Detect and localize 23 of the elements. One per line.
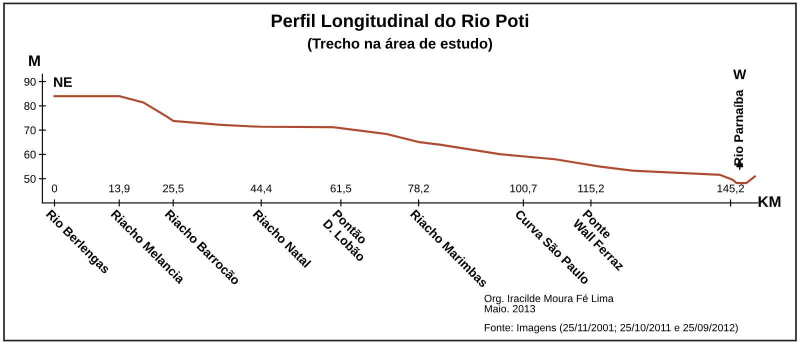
chart-subtitle: (Trecho na área de estudo) xyxy=(308,38,492,52)
y-axis-title: M xyxy=(29,55,40,66)
annotation: W xyxy=(733,70,746,80)
text: Maio. 2013 xyxy=(484,304,536,312)
y-tick-label: 60 xyxy=(24,150,36,159)
y-tick-label: 80 xyxy=(24,102,36,110)
y-tick-label: 50 xyxy=(24,174,36,183)
x-tick-label: 100,7 xyxy=(510,184,537,194)
y-tick-label: 70 xyxy=(24,126,36,134)
x-tick-label: 61,5 xyxy=(330,184,352,194)
x-tick-label: 78,2 xyxy=(408,184,429,194)
chart-title: Perfil Longitudinal do Rio Poti xyxy=(272,14,528,31)
x-tick-label: 44,4 xyxy=(250,184,272,194)
x-tick-label: 25,5 xyxy=(162,184,184,194)
y-tick-label: 90 xyxy=(24,78,36,86)
annotation: NE xyxy=(54,77,72,87)
x-axis-title: KM xyxy=(758,196,780,207)
x-tick-label: 13,9 xyxy=(109,184,130,194)
source-note: Fonte: Imagens (25/11/2001; 25/10/2011 e 25/09/2012) xyxy=(484,324,738,334)
text: Org. Iracilde Moura Fé Lima xyxy=(484,294,614,304)
x-tick-label: 0 xyxy=(52,184,58,192)
x-tick-label: 145,2 xyxy=(718,184,744,194)
x-tick-label: 115,2 xyxy=(578,184,604,194)
